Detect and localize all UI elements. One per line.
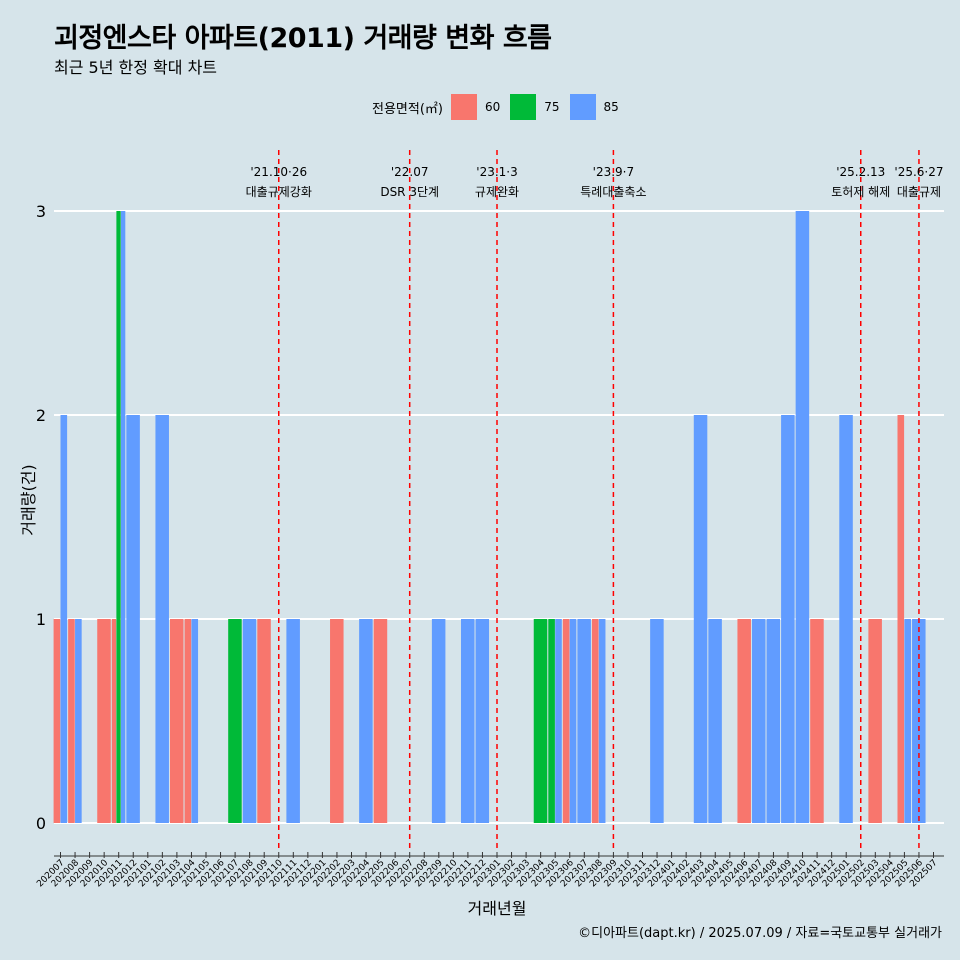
- bar-202205-60: [373, 619, 388, 823]
- bar-202306-60: [562, 619, 570, 823]
- legend-label-75: 75: [544, 100, 560, 114]
- bar-202102-85: [155, 415, 169, 823]
- legend-label-85: 85: [603, 100, 619, 114]
- bar-202308-85: [598, 619, 606, 823]
- bar-202010-60: [97, 619, 111, 823]
- bar-202209-85: [431, 619, 446, 823]
- bar-202501-85: [839, 415, 853, 823]
- annotation-date: '25.2.13: [836, 165, 885, 179]
- annotation-date: '22.07: [391, 165, 429, 179]
- bar-202304-75: [533, 619, 548, 823]
- bar-202012-85: [126, 415, 140, 823]
- annotation-label: 특례대출축소: [580, 185, 646, 199]
- bar-202503-60: [868, 619, 882, 823]
- y-axis-label: 거래량(건): [19, 464, 38, 535]
- chart-subtitle: 최근 5년 한정 확대 차트: [54, 58, 218, 77]
- x-axis: 2020072020082020092020102020112020122021…: [35, 852, 944, 889]
- bar-202204-85: [359, 619, 373, 823]
- bar-202007-60: [53, 619, 61, 823]
- bar-202103-60: [169, 619, 184, 823]
- bar-202108-85: [242, 619, 257, 823]
- bar-202007-85: [60, 415, 68, 823]
- annotation-label: 규제완화: [475, 185, 519, 199]
- bars: [53, 211, 926, 823]
- bar-202104-60: [184, 619, 192, 823]
- annotation-label: 대출규제: [897, 185, 941, 199]
- bar-202407-85: [751, 619, 766, 823]
- y-tick-label: 3: [36, 202, 46, 221]
- legend-item-85: 85: [569, 94, 623, 120]
- bar-202212-85: [475, 619, 490, 823]
- bar-202505-60: [897, 415, 905, 823]
- bar-202305-85: [555, 619, 562, 823]
- bar-202410-85: [795, 211, 810, 823]
- legend-item-60: 60: [450, 94, 504, 120]
- y-tick-label: 0: [36, 814, 46, 833]
- legend-swatch-75: [510, 94, 537, 120]
- bar-202202-60: [330, 619, 344, 823]
- bar-202211-85: [460, 619, 475, 823]
- bar-202505-85: [904, 619, 912, 823]
- annotation-label: 대출규제강화: [246, 185, 312, 199]
- bar-202011-75: [116, 211, 121, 823]
- bar-202111-85: [286, 619, 300, 823]
- annotation-date: '23.1·3: [476, 165, 517, 179]
- legend: 전용면적(㎡) 60 75 85: [372, 92, 629, 122]
- legend-swatch-85: [569, 94, 596, 120]
- bar-202011-85: [121, 211, 126, 823]
- bar-202308-60: [591, 619, 599, 823]
- bar-202411-60: [810, 619, 824, 823]
- bar-202305-75: [548, 619, 555, 823]
- bar-202408-85: [766, 619, 781, 823]
- bar-202104-85: [191, 619, 199, 823]
- x-axis-label: 거래년월: [468, 899, 527, 918]
- y-tick-label: 1: [36, 610, 46, 629]
- legend-label-60: 60: [484, 100, 501, 114]
- bar-202406-60: [737, 619, 751, 823]
- bar-202312-85: [650, 619, 664, 823]
- legend-title: 전용면적(㎡): [372, 101, 443, 117]
- bar-202403-85: [693, 415, 708, 823]
- y-tick-labels: 0 1 2 3: [36, 202, 46, 833]
- bar-202409-85: [781, 415, 795, 823]
- source-caption: ©디아파트(dapt.kr) / 2025.07.09 / 자료=국토교통부 실…: [578, 926, 942, 941]
- annotation-date: '21.10·26: [250, 165, 307, 179]
- bar-202307-85: [577, 619, 591, 823]
- bar-202008-60: [68, 619, 75, 823]
- bar-202109-60: [257, 619, 271, 823]
- annotation-date: '25.6·27: [894, 165, 943, 179]
- bar-202107-75: [228, 619, 242, 823]
- y-tick-label: 2: [36, 406, 46, 425]
- chart-title: 괴정엔스타 아파트(2011) 거래량 변화 흐름: [54, 23, 552, 54]
- bar-202008-85: [75, 619, 82, 823]
- bar-202404-85: [708, 619, 722, 823]
- legend-swatch-60: [450, 94, 477, 120]
- legend-item-75: 75: [510, 94, 563, 120]
- annotation-label: DSR 3단계: [380, 185, 439, 199]
- annotation-label: 토허제 해제: [831, 185, 890, 199]
- annotation-date: '23.9·7: [593, 165, 634, 179]
- bar-202306-85: [569, 619, 577, 823]
- annotation-lines: '21.10·26 대출규제강화 '22.07 DSR 3단계 '23.1·3 규제완화 '…: [246, 150, 944, 850]
- bar-202011-60: [111, 619, 117, 823]
